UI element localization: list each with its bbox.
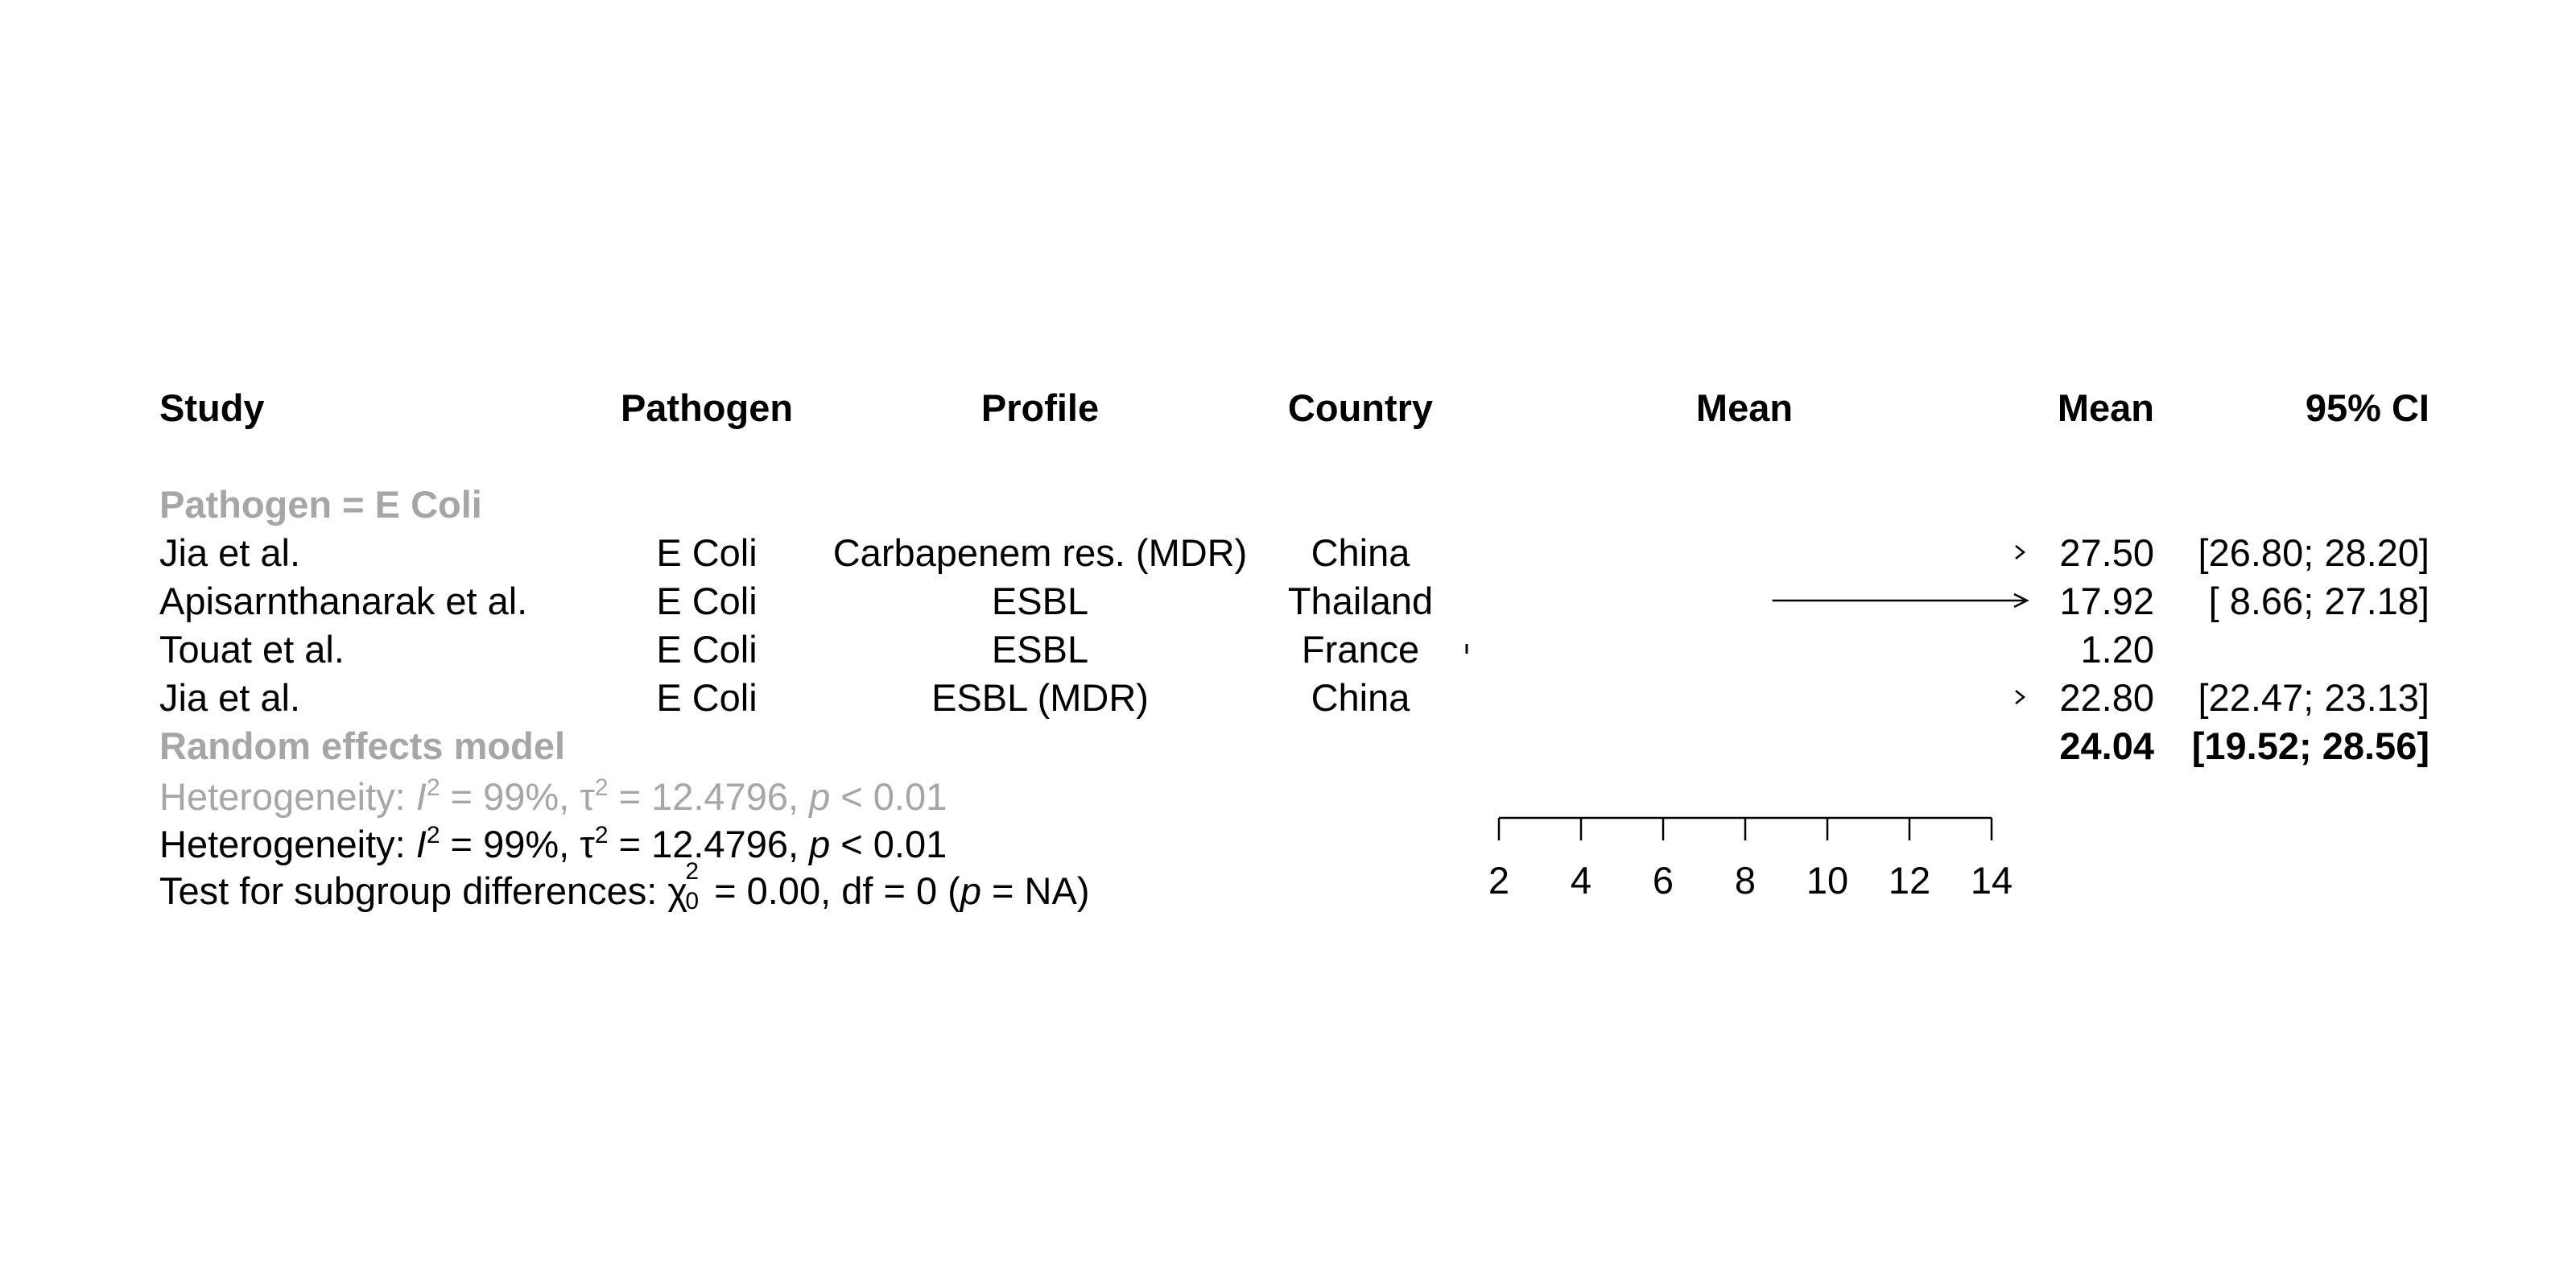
study-country: France <box>1301 628 1420 671</box>
header-study: Study <box>159 386 265 429</box>
x-tick-label: 2 <box>1488 859 1509 902</box>
study-profile: ESBL <box>991 628 1089 671</box>
heterogeneity-subgroup: Heterogeneity: I2 = 99%, τ2 = 12.4796, p… <box>159 774 947 818</box>
study-profile: ESBL (MDR) <box>931 676 1149 719</box>
random-effects-label: Random effects model <box>159 724 566 767</box>
study-mean: 17.92 <box>2059 580 2154 622</box>
study-ci: [26.80; 28.20] <box>2198 531 2429 574</box>
header-mean: Mean <box>2057 386 2154 429</box>
study-profile: ESBL <box>991 580 1089 622</box>
header-profile: Profile <box>980 386 1100 429</box>
study-ci-arrow <box>2013 592 2029 609</box>
random-effects-ci: [19.52; 28.56] <box>2191 724 2429 767</box>
subgroup-label: Pathogen = E Coli <box>159 483 482 526</box>
header-pathogen: Pathogen <box>620 386 794 429</box>
heterogeneity-overall: Heterogeneity: I2 = 99%, τ2 = 12.4796, p… <box>159 822 947 865</box>
x-tick-label: 10 <box>1806 859 1848 902</box>
study-pathogen: E Coli <box>656 580 758 622</box>
header-ci: 95% CI <box>2305 386 2429 429</box>
study-name: Jia et al. <box>159 531 301 574</box>
study-name: Touat et al. <box>159 628 345 671</box>
study-profile: Carbapenem res. (MDR) <box>832 531 1248 574</box>
study-ci: [ 8.66; 27.18] <box>2208 580 2429 622</box>
x-tick-label: 8 <box>1735 859 1756 902</box>
study-offscale-marker <box>2015 545 2026 559</box>
x-tick-label: 4 <box>1571 859 1591 902</box>
study-country: China <box>1311 531 1410 574</box>
study-pathogen: E Coli <box>656 676 758 719</box>
study-country: Thailand <box>1287 580 1434 622</box>
study-ci: [22.47; 23.13] <box>2198 676 2429 719</box>
x-tick-label: 12 <box>1889 859 1930 902</box>
study-mean: 27.50 <box>2059 531 2154 574</box>
x-tick-label: 14 <box>1971 859 2013 902</box>
study-country: China <box>1311 676 1410 719</box>
study-pathogen: E Coli <box>656 628 758 671</box>
study-pathogen: E Coli <box>656 531 758 574</box>
x-tick-label: 6 <box>1653 859 1674 902</box>
study-name: Jia et al. <box>159 676 301 719</box>
random-effects-mean: 24.04 <box>2059 724 2154 767</box>
study-mean: 1.20 <box>2080 628 2154 671</box>
header-plot-mean: Mean <box>1695 386 1794 429</box>
header-country: Country <box>1287 386 1434 429</box>
study-name: Apisarnthanarak et al. <box>159 580 528 622</box>
study-offscale-marker <box>2015 690 2026 704</box>
study-mean: 22.80 <box>2059 676 2154 719</box>
